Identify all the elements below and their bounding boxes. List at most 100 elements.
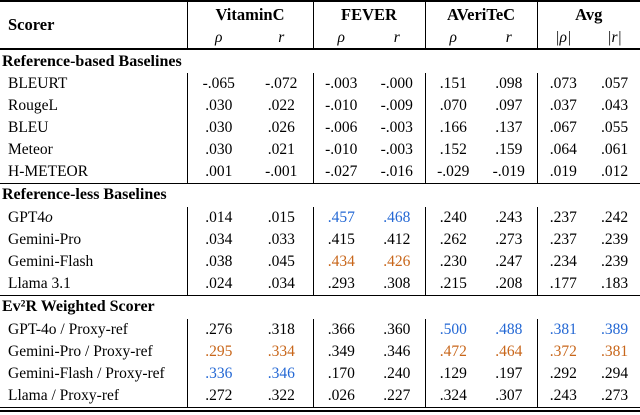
value-cell: -.029 xyxy=(424,161,482,183)
value-cell: .272 xyxy=(186,385,250,407)
value-cell: -.003 xyxy=(380,141,413,158)
table-header: Scorer VitaminC FEVER AVeriTeC Avg ρ r ρ r ρ r |ρ| |… xyxy=(0,1,640,50)
subcol-header-vitaminc-rho: ρ xyxy=(186,27,250,50)
value-cell: .037 xyxy=(536,95,590,117)
group-header-averitec: AVeriTeC xyxy=(424,1,538,27)
table-row: Gemini-Flash / Proxy-ref .336 .346 .170 .240… xyxy=(0,363,640,385)
value-cell: .434 xyxy=(312,251,369,273)
value-cell: .230 xyxy=(424,251,482,273)
value-cell: .322 xyxy=(267,386,295,404)
value-cell: .197 xyxy=(495,365,523,382)
group-header-vitaminc: VitaminC xyxy=(186,1,313,27)
value-cell: .152 xyxy=(424,139,482,161)
value-cell: -.010 xyxy=(312,139,369,161)
value-cell: .070 xyxy=(424,95,482,117)
value-cell: .129 xyxy=(424,363,482,385)
value-cell: .045 xyxy=(267,253,295,270)
section-header-reference-based-baselines: Reference-based Baselines xyxy=(0,48,640,73)
scorer-cell: GPT4o xyxy=(8,209,53,226)
value-cell: .019 xyxy=(536,161,590,183)
value-cell: .159 xyxy=(495,141,523,158)
value-cell: -.003 xyxy=(312,73,369,95)
subcol-header-vitaminc-r: r xyxy=(250,27,313,50)
value-cell: .239 xyxy=(600,253,629,270)
subcol-header-avg-r: |r| xyxy=(589,27,640,50)
value-cell: .015 xyxy=(267,209,295,226)
value-cell: .237 xyxy=(536,207,590,229)
value-cell: .381 xyxy=(536,319,590,341)
scorer-cell: H-METEOR xyxy=(8,162,89,180)
value-cell: .243 xyxy=(536,385,590,407)
value-cell: .472 xyxy=(424,341,482,363)
value-cell: .183 xyxy=(600,274,629,292)
value-cell: .012 xyxy=(600,162,629,180)
scorer-cell: Gemini-Pro xyxy=(8,231,82,248)
value-cell: .240 xyxy=(424,207,482,229)
value-cell: .024 xyxy=(186,273,250,295)
value-cell: -.006 xyxy=(312,117,369,139)
value-cell: .308 xyxy=(383,274,411,292)
scorer-cell: Gemini-Flash / Proxy-ref xyxy=(8,365,165,382)
value-cell: .014 xyxy=(186,207,250,229)
value-cell: .243 xyxy=(495,209,523,226)
subcol-header-fever-r: r xyxy=(369,27,426,50)
value-cell: .057 xyxy=(600,75,629,92)
value-cell: .022 xyxy=(267,97,295,114)
value-cell: .349 xyxy=(312,341,369,363)
value-cell: -.003 xyxy=(380,119,413,136)
value-cell: .237 xyxy=(536,229,590,251)
bottom-double-rule xyxy=(0,409,640,412)
value-cell: .318 xyxy=(267,321,295,338)
section-row: Reference-based Baselines xyxy=(0,48,640,73)
value-cell: .067 xyxy=(536,117,590,139)
value-cell: .055 xyxy=(600,119,629,136)
value-cell: .426 xyxy=(383,253,411,270)
value-cell: .021 xyxy=(267,141,295,158)
value-cell: .412 xyxy=(383,231,411,248)
value-cell: .273 xyxy=(495,231,523,248)
section-row: Ev²R Weighted Scorer xyxy=(0,294,640,319)
table-body: Reference-based Baselines BLEURT -.065 -.07… xyxy=(0,48,640,407)
value-cell: .170 xyxy=(312,363,369,385)
table-row: BLEU .030 .026 -.006 -.003 .166 .137 .067 .055 xyxy=(0,117,640,139)
table-row: Gemini-Pro .034 .033 .415 .412 .262 .273 .237 .2… xyxy=(0,229,640,251)
value-cell: .038 xyxy=(186,251,250,273)
value-cell: .030 xyxy=(186,117,250,139)
value-cell: .034 xyxy=(186,229,250,251)
value-cell: .166 xyxy=(424,117,482,139)
value-cell: .043 xyxy=(600,97,629,114)
value-cell: .098 xyxy=(495,75,523,92)
value-cell: .464 xyxy=(495,343,523,360)
scorer-cell: BLEURT xyxy=(8,75,68,92)
value-cell: .262 xyxy=(424,229,482,251)
group-header-fever: FEVER xyxy=(312,1,426,27)
column-header-scorer: Scorer xyxy=(0,1,187,50)
scorer-cell: Meteor xyxy=(8,141,53,158)
value-cell: .295 xyxy=(186,341,250,363)
value-cell: .307 xyxy=(495,386,523,404)
value-cell: .247 xyxy=(495,253,523,270)
value-cell: -.065 xyxy=(186,73,250,95)
value-cell: -.019 xyxy=(492,162,525,180)
value-cell: .372 xyxy=(536,341,590,363)
value-cell: -.009 xyxy=(380,97,413,114)
table-row: Llama / Proxy-ref .272 .322 .026 .227 .324 .30… xyxy=(0,385,640,407)
section-header-reference-less-baselines: Reference-less Baselines xyxy=(0,182,640,207)
value-cell: .151 xyxy=(424,73,482,95)
value-cell: .334 xyxy=(267,343,295,360)
section-header-ev-r-weighted-scorer: Ev²R Weighted Scorer xyxy=(0,294,640,319)
table-row: Gemini-Pro / Proxy-ref .295 .334 .349 .346 .4… xyxy=(0,341,640,363)
value-cell: .030 xyxy=(186,139,250,161)
table-row: Gemini-Flash .038 .045 .434 .426 .230 .247 .234… xyxy=(0,251,640,273)
value-cell: .227 xyxy=(383,386,411,404)
value-cell: -.016 xyxy=(380,162,413,180)
table-row: GPT-4o / Proxy-ref .276 .318 .366 .360 .500 .4… xyxy=(0,319,640,341)
value-cell: .215 xyxy=(424,273,482,295)
value-cell: .366 xyxy=(312,319,369,341)
value-cell: .033 xyxy=(267,231,295,248)
value-cell: .061 xyxy=(600,141,629,158)
value-cell: .389 xyxy=(600,321,629,338)
scorer-cell: Gemini-Pro / Proxy-ref xyxy=(8,343,153,360)
value-cell: .488 xyxy=(495,321,523,338)
